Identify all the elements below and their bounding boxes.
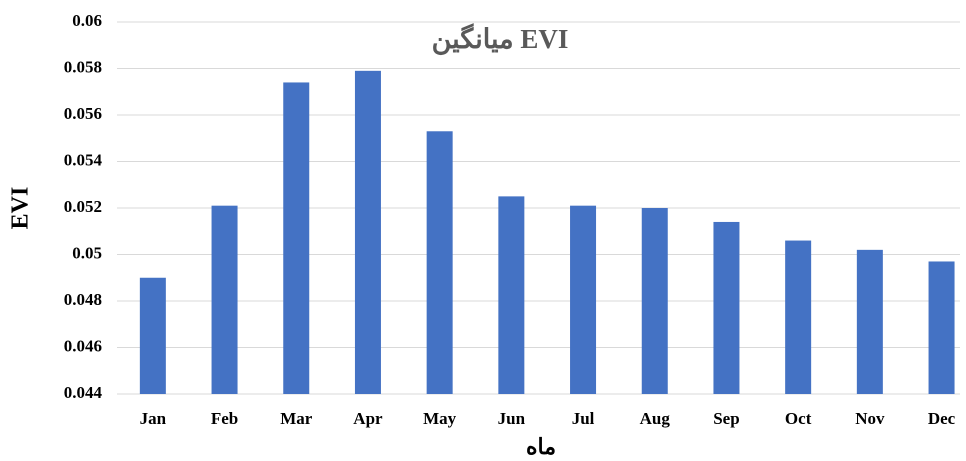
y-tick-label: 0.06 [72, 11, 102, 30]
y-tick-label: 0.048 [64, 290, 102, 309]
bar [713, 221, 740, 394]
y-tick-label: 0.046 [64, 336, 102, 355]
x-tick-label: Jun [498, 409, 526, 428]
x-tick-label: Mar [280, 409, 313, 428]
y-tick-label: 0.054 [64, 150, 103, 169]
x-tick-label: May [423, 409, 457, 428]
y-tick-label: 0.058 [64, 57, 102, 76]
bar [283, 82, 310, 394]
y-tick-label: 0.05 [72, 243, 102, 262]
x-axis-label: ماه [526, 434, 556, 459]
x-tick-label: Jul [572, 409, 595, 428]
y-tick-label: 0.052 [64, 197, 102, 216]
bar [641, 208, 668, 394]
bar [785, 240, 812, 394]
bar [426, 131, 453, 394]
chart-title: میانگین EVI [432, 23, 569, 56]
x-tick-label: Dec [928, 409, 956, 428]
bar [570, 205, 597, 394]
bar [856, 249, 883, 394]
x-tick-label: Feb [211, 409, 238, 428]
x-tick-label: Nov [855, 409, 885, 428]
x-tick-label: Sep [713, 409, 739, 428]
bar [498, 196, 525, 394]
x-tick-label: Aug [640, 409, 671, 428]
bar [354, 70, 381, 394]
x-tick-label: Oct [785, 409, 812, 428]
x-tick-label: Apr [353, 409, 383, 428]
x-tick-label: Jan [140, 409, 167, 428]
y-tick-label: 0.056 [64, 104, 102, 123]
bar [928, 261, 955, 394]
y-axis-label: EVI [8, 187, 34, 230]
bar [139, 277, 166, 394]
bar [211, 205, 238, 394]
y-tick-label: 0.044 [64, 383, 103, 402]
